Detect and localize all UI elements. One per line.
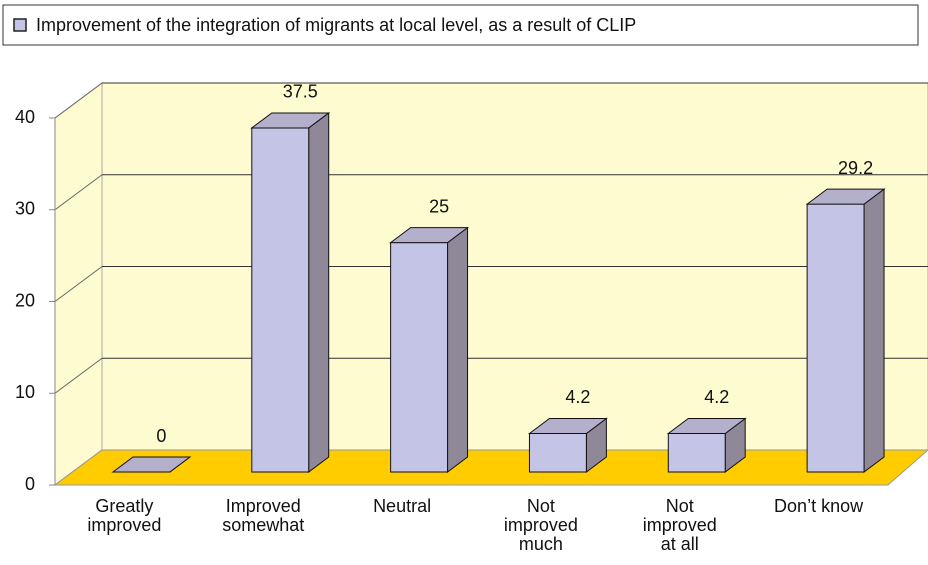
- bar-top: [805, 188, 886, 205]
- wall-grid-line: [54, 82, 103, 119]
- x-tick-label: Not improved at all: [642, 496, 717, 554]
- legend-box: [2, 4, 919, 46]
- bar-top: [666, 417, 747, 434]
- floor: [53, 449, 928, 486]
- wall-grid-line: [54, 174, 103, 211]
- bar: [390, 242, 449, 473]
- y-tick-label: 30: [15, 199, 35, 219]
- bar-top: [111, 456, 192, 473]
- bar-side: [447, 226, 469, 473]
- bar-side: [308, 111, 330, 473]
- value-label: 4.2: [704, 387, 729, 407]
- bar-top: [527, 417, 608, 434]
- x-tick-label: Not improved much: [503, 496, 578, 554]
- bar: [667, 432, 726, 473]
- legend-label: Improvement of the integration of migran…: [36, 15, 636, 35]
- x-tick-label: Greatly improved: [87, 496, 162, 535]
- wall-grid-line: [54, 266, 103, 302]
- value-label: 4.2: [565, 387, 590, 407]
- bar: [528, 432, 587, 473]
- x-tick-label: Neutral: [373, 496, 432, 516]
- value-label: 37.5: [283, 82, 318, 102]
- bar-top: [389, 227, 470, 244]
- value-label: 29.2: [838, 158, 873, 178]
- wall-grid-line: [54, 357, 103, 394]
- legend-swatch: [13, 18, 27, 32]
- value-label: 25: [429, 196, 449, 216]
- x-tick-label: Improved somewhat: [222, 496, 305, 535]
- y-tick-label: 20: [15, 290, 35, 310]
- y-tick-label: 0: [25, 474, 35, 494]
- y-tick-label: 10: [15, 382, 35, 402]
- x-tick-label: Don’t know: [774, 496, 864, 516]
- bar-side: [863, 188, 885, 473]
- bar: [251, 127, 310, 473]
- bar-top: [250, 112, 331, 129]
- y-tick-label: 40: [15, 107, 35, 127]
- value-label: 0: [156, 426, 166, 446]
- bar: [806, 203, 865, 473]
